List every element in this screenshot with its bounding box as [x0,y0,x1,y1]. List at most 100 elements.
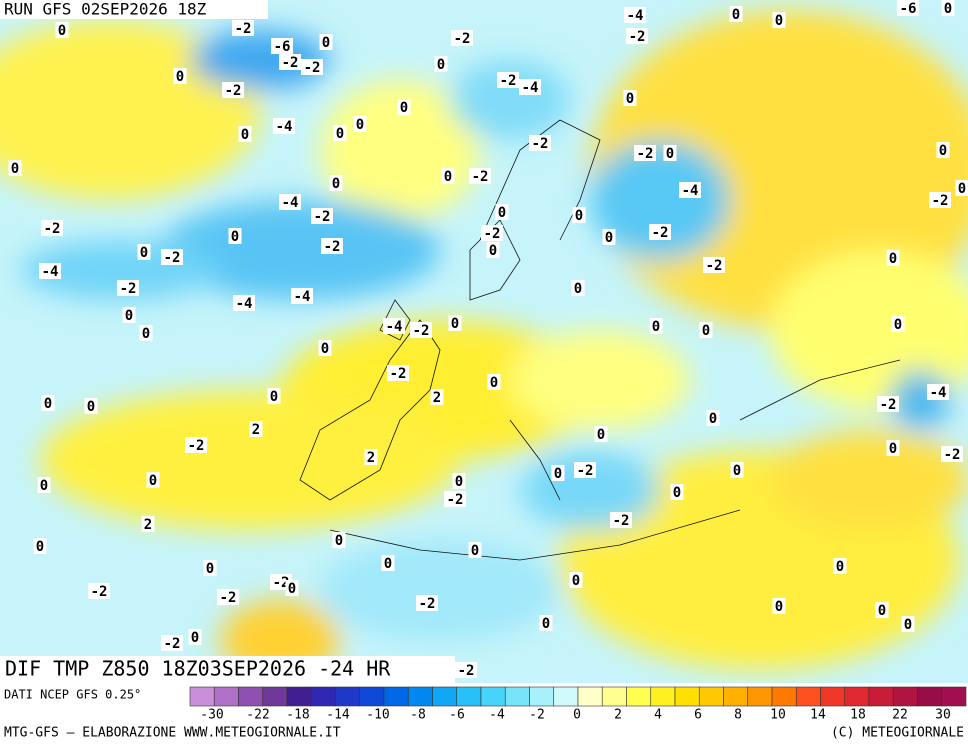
contour-label: 2 [144,517,152,533]
contour-label: 0 [889,251,897,267]
contour-label: -4 [236,296,253,312]
contour-label: -2 [324,239,341,255]
colorbar-swatch [311,687,335,706]
contour-label: 0 [44,396,52,412]
colorbar-swatch [554,687,578,706]
contour-label: -6 [900,1,917,17]
contour-label: 0 [149,473,157,489]
colorbar-swatch [530,687,554,706]
contour-label: 0 [206,561,214,577]
contour-label: -2 [413,323,430,339]
contour-label: 0 [444,169,452,185]
contour-label: 0 [336,126,344,142]
colorbar-swatch [942,687,966,706]
contour-label: -2 [472,169,489,185]
contour-label: -4 [522,80,539,96]
contour-label: -2 [447,492,464,508]
contour-label: 0 [498,205,506,221]
contour-label: 0 [490,375,498,391]
contour-label: 0 [944,1,952,17]
colorbar-tick-label: -18 [286,708,309,723]
contour-label: -2 [120,281,137,297]
contour-label: 0 [400,100,408,116]
contour-label: -2 [314,209,331,225]
contour-label: 0 [939,143,947,159]
contour-label: 0 [775,13,783,29]
contour-label: -2 [390,366,407,382]
colorbar-swatch [239,687,263,706]
contour-label: 0 [574,281,582,297]
colorbar-tick-label: 10 [770,708,786,723]
colorbar-swatch [651,687,675,706]
contour-label: 0 [241,127,249,143]
contour-label: 0 [36,539,44,555]
contour-label: 0 [321,341,329,357]
contour-label: 0 [626,91,634,107]
colorbar-swatch [869,687,893,706]
contour-label: -4 [42,264,59,280]
contour-label: -2 [188,438,205,454]
contour-label: 0 [572,573,580,589]
contour-label: 0 [176,69,184,85]
contour-label: 0 [775,599,783,615]
contour-label: 0 [322,35,330,51]
contour-label: 0 [878,603,886,619]
contour-label: -2 [454,31,471,47]
colorbar-swatch [457,687,481,706]
colorbar-swatch [214,687,238,706]
contour-label: -2 [164,250,181,266]
colorbar-swatch [578,687,602,706]
colorbar-swatch [821,687,845,706]
source-label: DATI NCEP GFS 0.25° [4,688,141,702]
colorbar-swatch [602,687,626,706]
contour-label: -4 [276,119,293,135]
colorbar-swatch [505,687,529,706]
contour-label: 0 [191,630,199,646]
contour-label: 0 [904,617,912,633]
colorbar-swatch [918,687,942,706]
contour-label: 0 [575,208,583,224]
contour-label: 0 [384,556,392,572]
contour-label: -2 [880,397,897,413]
contour-label: -2 [500,73,517,89]
contour-label: 0 [451,316,459,332]
contour-label: -2 [235,21,252,37]
contour-label: 0 [332,176,340,192]
contour-label: -2 [164,636,181,652]
contour-label: 0 [437,57,445,73]
contour-label: 0 [87,399,95,415]
colorbar-tick-label: 22 [892,708,908,723]
colorbar-tick-label: -30 [200,708,223,723]
contour-label: 0 [231,229,239,245]
contour-label: 0 [554,466,562,482]
colorbar-swatch [287,687,311,706]
contour-label: 0 [666,146,674,162]
colorbar-swatch [893,687,917,706]
colorbar-swatch [772,687,796,706]
colorbar-swatch [481,687,505,706]
colorbar-tick-label: 14 [810,708,826,723]
colorbar-swatch [336,687,360,706]
contour-label: -4 [386,319,403,335]
run-label: RUN GFS 02SEP2026 18Z [4,0,207,19]
map-title: DIF TMP Z850 18Z03SEP2026 -24 HR [5,657,391,681]
contour-label: 0 [288,581,296,597]
contour-label: -2 [652,225,669,241]
contour-label: 0 [702,323,710,339]
colorbar-swatch [845,687,869,706]
contour-label: -2 [613,513,630,529]
colorbar-tick-label: 6 [694,708,702,723]
colorbar-tick-label: 4 [654,708,662,723]
colorbar-swatch [190,687,214,706]
contour-label: 0 [270,389,278,405]
contour-label: -2 [91,584,108,600]
colorbar-swatch [360,687,384,706]
contour-label: 0 [58,23,66,39]
contour-label: 0 [356,117,364,133]
footer-right: (C) METEOGIORNALE [831,726,964,741]
colorbar-tick-label: 30 [935,708,951,723]
contour-label: 0 [597,427,605,443]
colorbar-swatch [675,687,699,706]
contour-label: 0 [652,319,660,335]
